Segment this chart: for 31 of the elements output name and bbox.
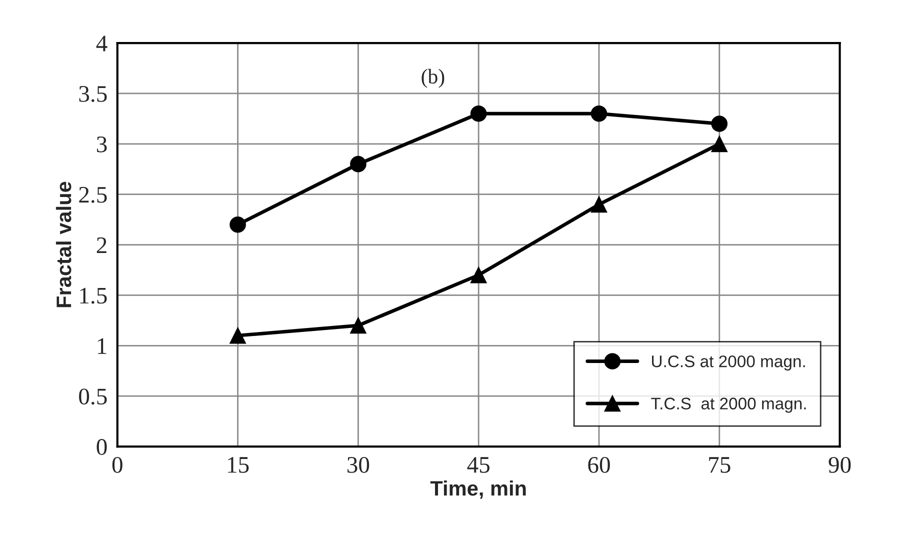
y-tick-label: 0	[96, 439, 107, 455]
point	[350, 317, 366, 334]
y-tick-label: 3	[96, 136, 107, 152]
x-tick-label: 75	[709, 457, 730, 473]
point	[470, 266, 487, 284]
x-tick-label: 15	[228, 457, 249, 473]
y-tick-label: 2	[96, 237, 106, 253]
x-tick-label: 90	[828, 456, 851, 473]
y-tick-label: 2.5	[79, 186, 107, 203]
y-tick-label: 1.5	[80, 288, 107, 304]
point	[590, 105, 608, 122]
legend-label: T.C.S at 2000 magn.	[651, 398, 806, 413]
point	[711, 116, 728, 132]
point	[470, 105, 487, 122]
point	[230, 216, 246, 233]
x-tick-label: 60	[588, 456, 610, 473]
legend-label: U.C.S at 2000 magn.	[652, 355, 805, 371]
x-axis-title: Time, min	[430, 480, 526, 499]
annotation: (b)	[422, 68, 444, 88]
y-tick-label: 0.5	[79, 388, 107, 405]
x-tick-label: 45	[467, 457, 490, 473]
x-tick-label: 0	[112, 456, 122, 473]
y-tick-label: 3.5	[79, 86, 107, 102]
point	[711, 136, 728, 152]
point	[590, 196, 608, 213]
point	[230, 327, 246, 344]
y-axis-title: Fractal value	[56, 182, 72, 308]
point	[350, 156, 366, 172]
y-tick-label: 1	[98, 338, 106, 354]
x-tick-label: 30	[348, 456, 370, 473]
y-tick-label: 4	[96, 36, 108, 52]
